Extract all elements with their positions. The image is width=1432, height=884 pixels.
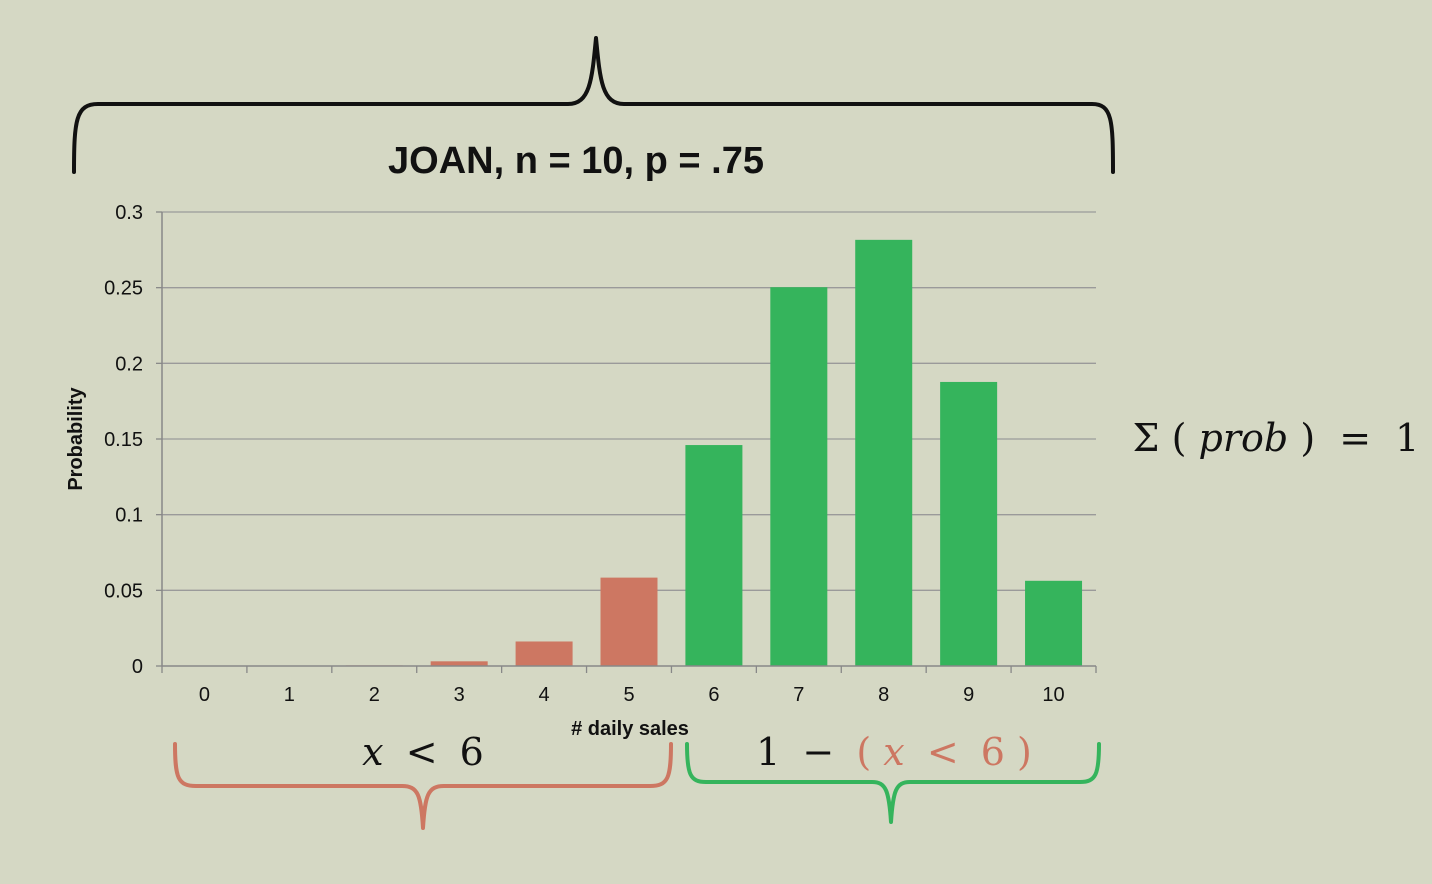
left-brace [173, 742, 673, 830]
bar-9 [940, 381, 998, 666]
x-tick-label-3: 3 [454, 684, 465, 706]
sum-annotation: Σ ( prob ) = 1 [1133, 416, 1420, 460]
x-tick-label-10: 10 [1042, 684, 1064, 706]
y-tick-label-1: 0.05 [104, 580, 143, 602]
bar-10 [1025, 580, 1083, 666]
y-tick-labels: 0 0.05 0.1 0.15 0.2 0.25 0.3 [104, 202, 143, 678]
top-brace [72, 36, 1115, 174]
bar-7 [770, 287, 828, 666]
x-tick-label-9: 9 [963, 684, 974, 706]
x-tick-label-4: 4 [539, 684, 550, 706]
y-tick-label-3: 0.15 [104, 429, 143, 451]
x-tick-label-8: 8 [878, 684, 889, 706]
y-tick-label-0: 0 [132, 656, 143, 678]
x-tick-label-6: 6 [708, 684, 719, 706]
x-tick-label-7: 7 [793, 684, 804, 706]
bar-5 [600, 577, 658, 666]
x-axis-label: # daily sales [571, 718, 689, 740]
y-axis-label: Probability [65, 386, 87, 490]
x-tick-label-0: 0 [199, 684, 210, 706]
right-brace [685, 742, 1101, 824]
bar-3 [430, 661, 488, 666]
x-tick-label-1: 1 [284, 684, 295, 706]
gridlines [156, 211, 1096, 667]
bar-6 [685, 445, 743, 666]
bar-4 [515, 641, 573, 666]
x-tick-labels: 0 1 2 3 4 5 6 7 8 9 10 [161, 666, 1097, 706]
x-tick-label-2: 2 [369, 684, 380, 706]
chart-title: JOAN, n = 10, p = .75 [388, 140, 764, 182]
y-tick-label-5: 0.25 [104, 278, 143, 300]
y-tick-label-2: 0.1 [115, 505, 143, 527]
left-brace-label: x < 6 [362, 730, 484, 774]
x-tick-label-5: 5 [623, 684, 634, 706]
y-tick-label-6: 0.3 [115, 202, 143, 224]
bar-8 [855, 239, 913, 666]
bars [345, 239, 1083, 666]
y-tick-label-4: 0.2 [115, 353, 143, 375]
right-brace-label: 1 − ( x < 6 ) [756, 730, 1032, 774]
